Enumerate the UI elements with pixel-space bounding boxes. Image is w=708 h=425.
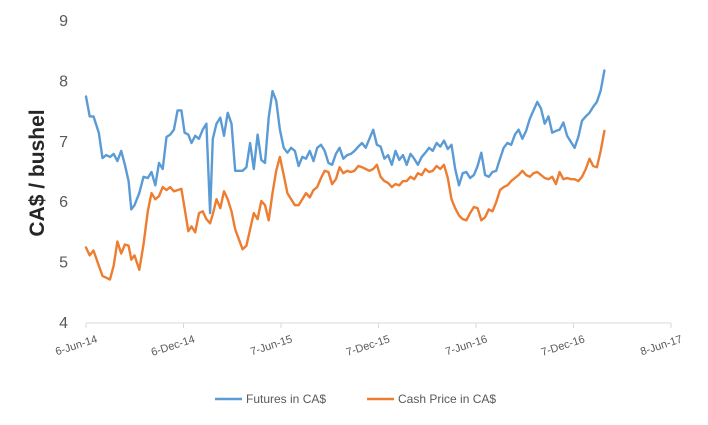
x-tick-label: 6-Dec-14 (150, 333, 197, 358)
y-axis-label: CA$ / bushel (26, 109, 49, 236)
legend-label: Cash Price in CA$ (398, 392, 496, 406)
x-axis: 6-Jun-14 6-Dec-14 7-Jun-15 7-Dec-15 7-Jun-16… (54, 322, 684, 359)
x-tick-label: 7-Dec-15 (345, 333, 392, 358)
series-layer (84, 69, 606, 281)
y-tick-label: 7 (59, 134, 68, 151)
x-tick-label: 7-Jun-15 (249, 333, 294, 358)
y-tick-label: 5 (59, 255, 68, 272)
y-tick-label: 8 (59, 73, 68, 90)
x-tick-label: 7-Jun-16 (444, 333, 489, 358)
y-axis: 4 5 6 7 8 9 (59, 13, 68, 332)
x-tick-label: 7-Dec-16 (540, 333, 587, 358)
y-tick-label: 6 (59, 194, 68, 211)
series-line-cash-price (84, 129, 606, 281)
y-tick-label: 9 (59, 13, 68, 30)
legend-label: Futures in CA$ (246, 392, 326, 406)
legend: Futures in CA$ Cash Price in CA$ (215, 392, 496, 406)
y-tick-label: 4 (59, 315, 68, 332)
x-tick-label: 8-Jun-17 (639, 333, 684, 358)
x-tick-label: 6-Jun-14 (54, 333, 99, 358)
series-line-futures (84, 69, 606, 215)
